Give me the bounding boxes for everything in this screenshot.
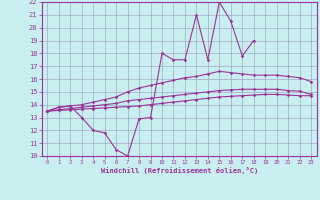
X-axis label: Windchill (Refroidissement éolien,°C): Windchill (Refroidissement éolien,°C) — [100, 167, 258, 174]
